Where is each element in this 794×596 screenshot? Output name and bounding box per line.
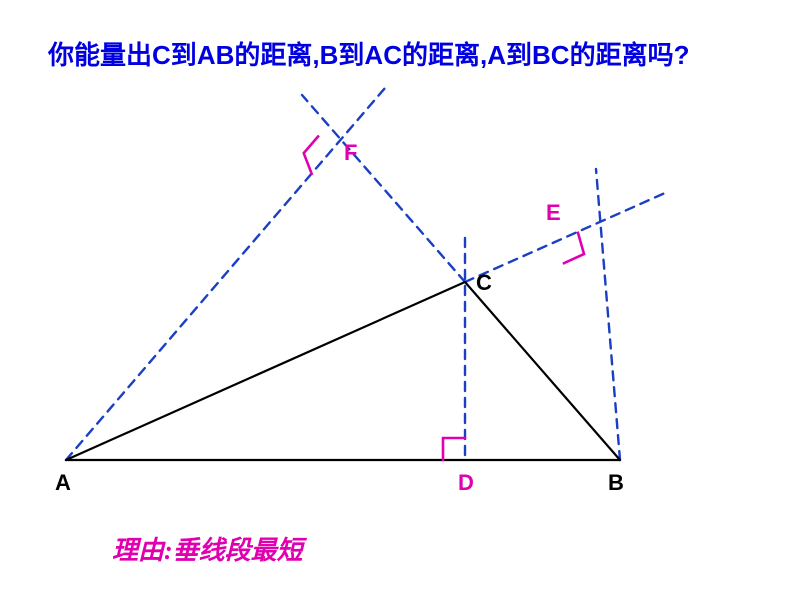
- label-B: B: [608, 470, 624, 496]
- label-D: D: [458, 470, 474, 496]
- triangle-diagram: [0, 0, 794, 596]
- label-E: E: [546, 200, 561, 226]
- label-F: F: [344, 140, 357, 166]
- reason-text: 理由:垂线段最短: [112, 530, 303, 567]
- label-A: A: [55, 470, 71, 496]
- label-C: C: [476, 270, 492, 296]
